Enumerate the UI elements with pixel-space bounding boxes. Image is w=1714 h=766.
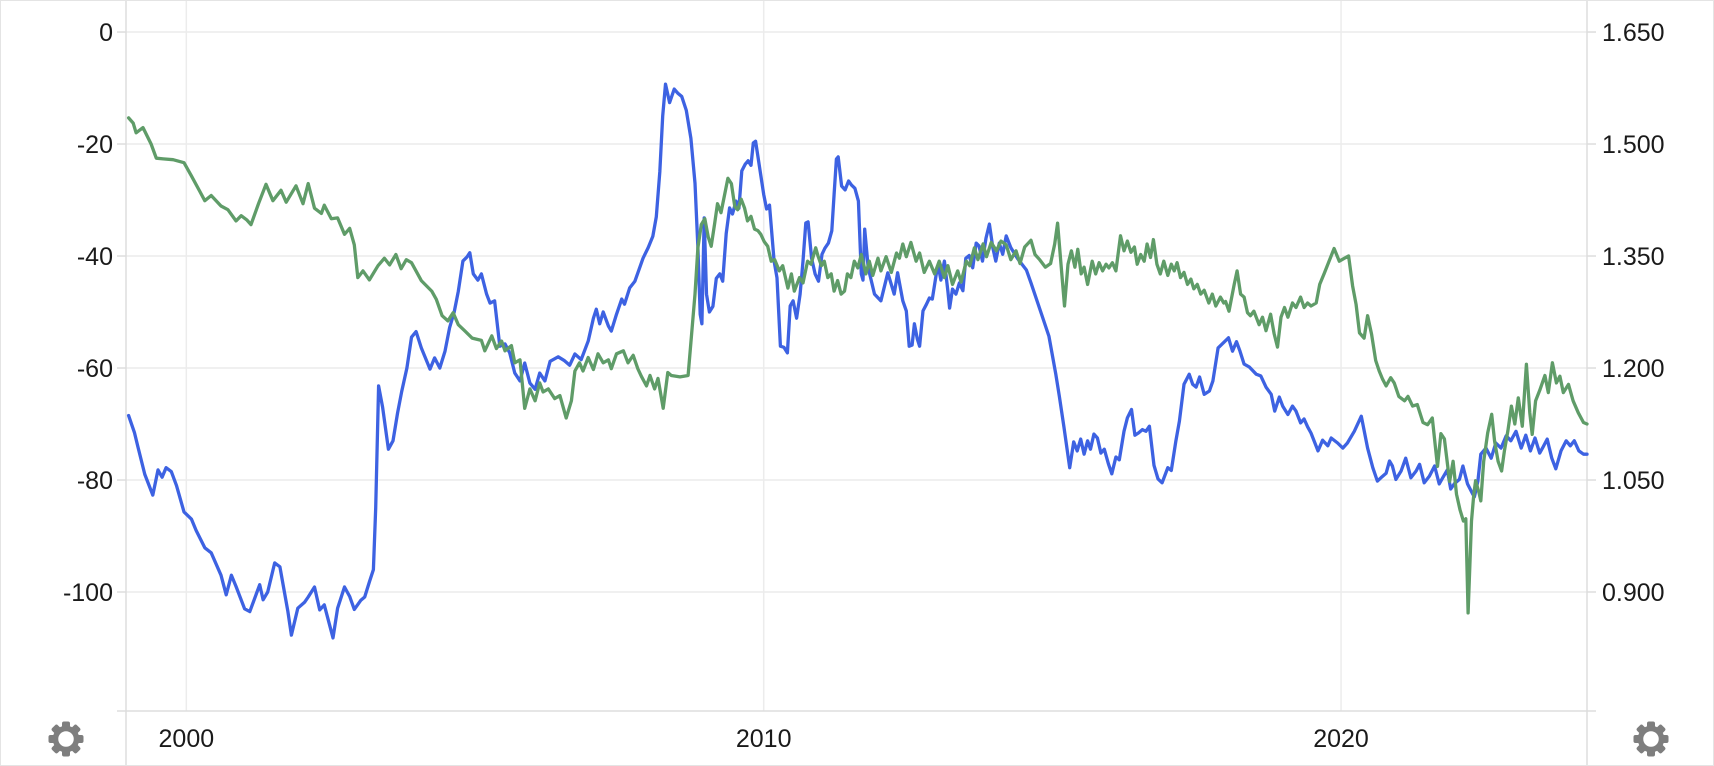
right-axis-label: 1.650 [1602,19,1665,47]
x-axis-label: 2020 [1313,725,1369,753]
right-axis-label: 1.050 [1602,467,1665,495]
right-axis-label: 1.200 [1602,355,1665,383]
gear-icon [48,721,84,757]
right-axis-settings-button[interactable] [1629,717,1673,761]
gear-icon [1633,721,1669,757]
right-axis-label: 1.500 [1602,131,1665,159]
left-axis-label: -40 [77,243,113,271]
blue-series-line [126,82,1589,640]
left-axis-label: -80 [77,467,113,495]
green-series-line [126,116,1589,615]
left-axis-label: -100 [63,579,113,607]
left-axis-settings-button[interactable] [44,717,88,761]
right-axis-label: 1.350 [1602,243,1665,271]
x-axis-label: 2000 [159,725,215,753]
left-axis-label: -20 [77,131,113,159]
left-axis-label: -60 [77,355,113,383]
left-axis-label: 0 [99,19,113,47]
right-axis-label: 0.900 [1602,579,1665,607]
x-axis-label: 2010 [736,725,792,753]
